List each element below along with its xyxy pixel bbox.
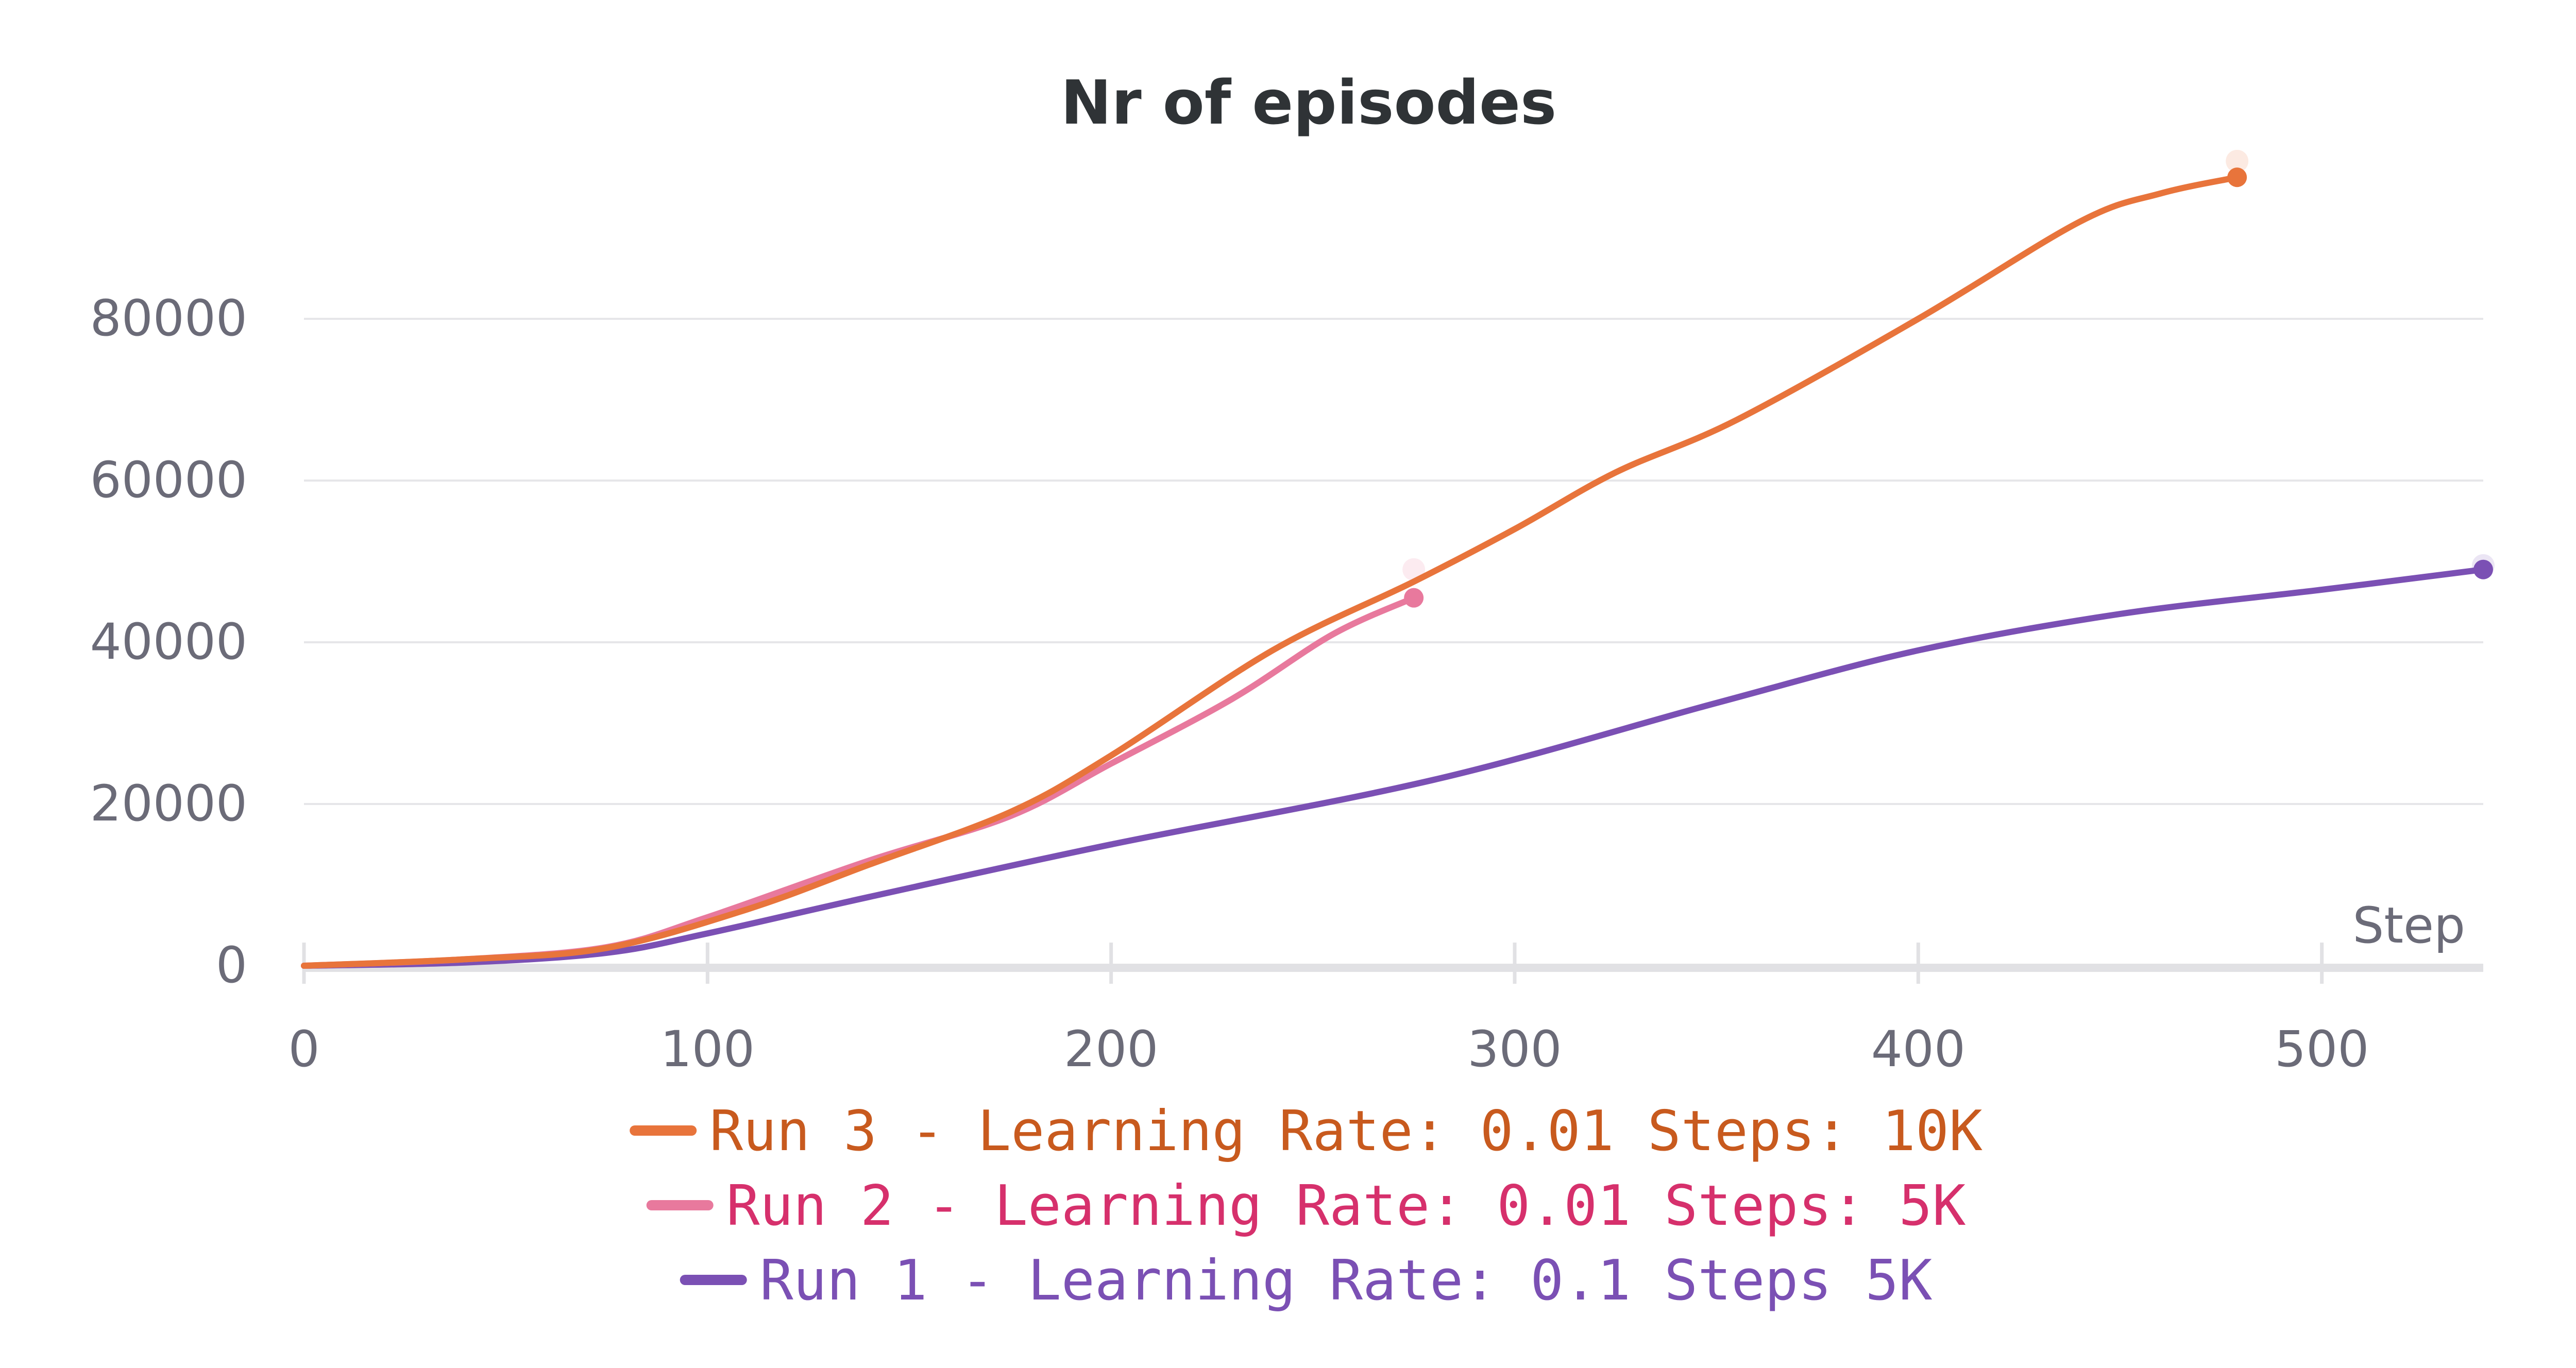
legend-label: Run 2 - Learning Rate: 0.01 Steps: 5K: [726, 1174, 1966, 1238]
gridlines: [304, 318, 2483, 805]
series-2-line: [301, 594, 1417, 969]
legend-item-1: Run 3 - Learning Rate: 0.01 Steps: 10K: [630, 1099, 1982, 1164]
legend-label: Run 1 - Learning Rate: 0.1 Steps 5K: [760, 1249, 1933, 1313]
x-tick-label: 0: [288, 1020, 319, 1078]
x-tick-label: 300: [1467, 1020, 1562, 1078]
axes: 0 20000 40000 60000 80000 0 100 200 300 400 500 Ste…: [90, 289, 2483, 1078]
x-axis-label: Step: [2352, 897, 2465, 954]
x-tick-label: 400: [1871, 1020, 1965, 1078]
series-3-end-point: [2473, 559, 2493, 579]
y-tick-label: 0: [216, 936, 247, 994]
legend: Run 3 - Learning Rate: 0.01 Steps: 10K Ru…: [630, 1099, 1982, 1313]
series-2-end-point: [1404, 588, 1424, 608]
x-tick-label: 500: [2275, 1020, 2369, 1078]
x-tick-label: 200: [1064, 1020, 1158, 1078]
y-tick-label: 20000: [90, 775, 247, 832]
y-tick-label: 60000: [90, 451, 247, 509]
series-3-line: [301, 566, 2486, 969]
legend-item-2: Run 2 - Learning Rate: 0.01 Steps: 5K: [646, 1174, 1966, 1238]
y-tick-label: 80000: [90, 289, 247, 347]
y-tick-label: 40000: [90, 613, 247, 671]
series-1-end-point: [2227, 167, 2247, 187]
series-2-faint-end-point: [1402, 558, 1426, 581]
chart-title: Nr of episodes: [1061, 67, 1557, 138]
series-lines: [301, 149, 2495, 969]
series-1-line: [301, 174, 2241, 969]
legend-label: Run 3 - Learning Rate: 0.01 Steps: 10K: [709, 1099, 1982, 1164]
legend-item-3: Run 1 - Learning Rate: 0.1 Steps 5K: [680, 1249, 1933, 1313]
x-tick-label: 100: [660, 1020, 755, 1078]
series-1-faint-end-point: [2226, 149, 2249, 173]
